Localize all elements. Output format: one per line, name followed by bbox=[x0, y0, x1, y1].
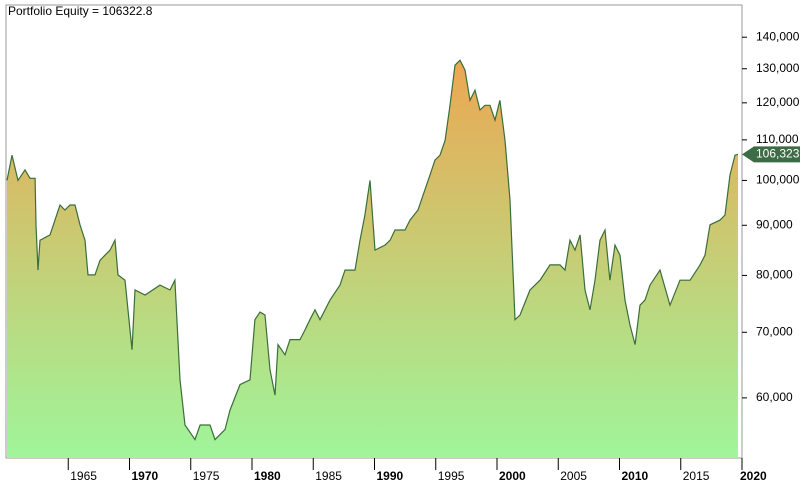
y-tick-label: 120,000 bbox=[756, 95, 800, 109]
equity-line bbox=[6, 59, 739, 441]
y-tick-label: 70,000 bbox=[756, 324, 793, 338]
x-tick-label: 2000 bbox=[499, 469, 526, 483]
x-tick-label: 1995 bbox=[438, 469, 465, 483]
x-tick-label: 1985 bbox=[315, 469, 342, 483]
x-tick-label: 1970 bbox=[132, 469, 159, 483]
y-tick-label: 110,000 bbox=[756, 132, 799, 146]
x-tick-label: 1990 bbox=[377, 469, 404, 483]
y-tick-label: 140,000 bbox=[756, 29, 800, 43]
x-tick-label: 1965 bbox=[70, 469, 97, 483]
last-value-tag bbox=[742, 146, 800, 163]
y-tick-label: 90,000 bbox=[756, 217, 793, 231]
x-tick-label: 2015 bbox=[683, 469, 710, 483]
x-tick-label: 2005 bbox=[560, 469, 587, 483]
x-tick-label: 2010 bbox=[622, 469, 649, 483]
y-tick-label: 130,000 bbox=[756, 61, 800, 75]
last-value-label: 106,323 bbox=[756, 147, 800, 161]
x-tick-label: 1980 bbox=[254, 469, 281, 483]
chart-title: Portfolio Equity = 106322.8 bbox=[8, 4, 153, 18]
x-tick-label: 1975 bbox=[193, 469, 220, 483]
y-tick-label: 60,000 bbox=[756, 390, 793, 404]
y-tick-label: 80,000 bbox=[756, 268, 793, 282]
x-tick-label: 2020 bbox=[740, 469, 767, 483]
equity-area bbox=[7, 60, 738, 459]
y-tick-label: 100,000 bbox=[756, 173, 800, 187]
